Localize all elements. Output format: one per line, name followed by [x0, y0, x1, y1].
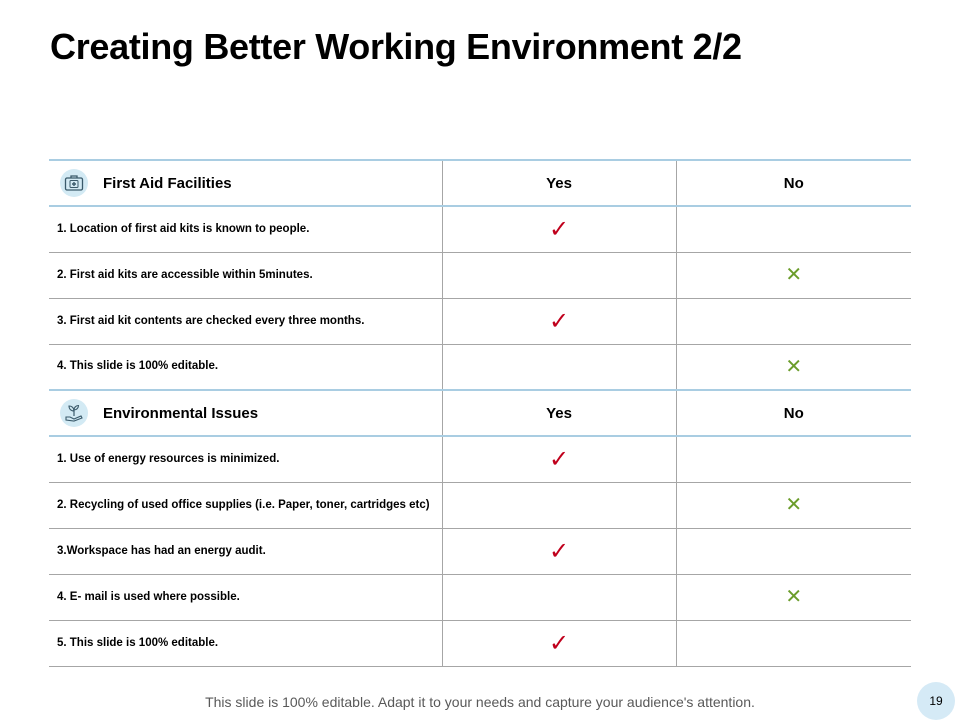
- section-header-first-aid: First Aid Facilities Yes No: [49, 159, 911, 207]
- section-title: First Aid Facilities: [103, 174, 232, 192]
- row-text: 2. Recycling of used office supplies (i.…: [49, 482, 442, 529]
- cross-icon: ✕: [785, 353, 803, 378]
- row-text: 1. Use of energy resources is minimized.: [49, 436, 442, 483]
- checkmark-icon: ✓: [548, 306, 570, 335]
- checklist-table: First Aid Facilities Yes No 1. Location …: [49, 159, 911, 667]
- page-title: Creating Better Working Environment 2/2: [50, 26, 742, 67]
- row-text: 3.Workspace has had an energy audit.: [49, 528, 442, 575]
- footer-note: This slide is 100% editable. Adapt it to…: [205, 694, 755, 710]
- table-row: 1. Location of first aid kits is known t…: [49, 206, 911, 253]
- checkmark-icon: ✓: [548, 444, 570, 473]
- table-row: 2. First aid kits are accessible within …: [49, 252, 911, 299]
- cross-icon: ✕: [785, 262, 803, 286]
- first-aid-kit-icon: [60, 169, 88, 197]
- table-row: 4. E- mail is used where possible. ✕: [49, 574, 911, 621]
- cross-icon: ✕: [785, 492, 803, 516]
- section-header-environmental: Environmental Issues Yes No: [49, 389, 911, 437]
- table-row: 3. First aid kit contents are checked ev…: [49, 298, 911, 345]
- plant-in-hand-icon: [60, 399, 88, 427]
- row-text: 4. E- mail is used where possible.: [49, 574, 442, 621]
- page-number: 19: [929, 694, 943, 708]
- column-header-no: No: [675, 159, 911, 207]
- checkmark-icon: ✓: [548, 536, 570, 565]
- column-header-no: No: [675, 389, 911, 437]
- row-text: 1. Location of first aid kits is known t…: [49, 206, 442, 253]
- checkmark-icon: ✓: [548, 214, 570, 243]
- column-header-yes: Yes: [441, 389, 676, 437]
- row-text: 4. This slide is 100% editable.: [49, 344, 442, 391]
- table-row: 5. This slide is 100% editable. ✓: [49, 620, 911, 667]
- row-text: 5. This slide is 100% editable.: [49, 620, 442, 667]
- page-number-badge: 19: [917, 682, 955, 720]
- row-text: 2. First aid kits are accessible within …: [49, 252, 442, 299]
- table-row: 1. Use of energy resources is minimized.…: [49, 436, 911, 483]
- checkmark-icon: ✓: [548, 628, 570, 657]
- column-header-yes: Yes: [441, 159, 676, 207]
- table-row: 4. This slide is 100% editable. ✕: [49, 344, 911, 391]
- section-title: Environmental Issues: [103, 404, 259, 422]
- cross-icon: ✕: [785, 584, 803, 608]
- table-row: 2. Recycling of used office supplies (i.…: [49, 482, 911, 529]
- table-row: 3.Workspace has had an energy audit. ✓: [49, 528, 911, 575]
- row-text: 3. First aid kit contents are checked ev…: [49, 298, 442, 345]
